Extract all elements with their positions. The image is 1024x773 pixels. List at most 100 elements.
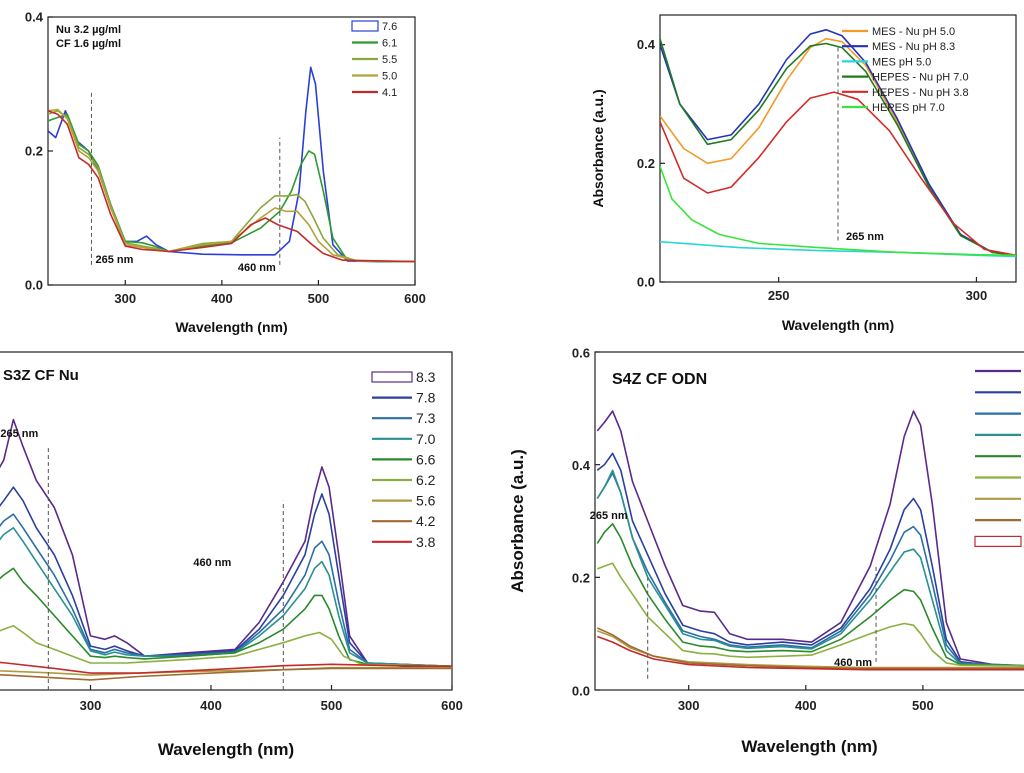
x-axis-label: Wavelength (nm) <box>158 740 294 759</box>
legend-label: 7.0 <box>416 431 436 447</box>
legend-label: 6.6 <box>416 451 436 467</box>
x-tick-label: 300 <box>80 698 102 713</box>
series-line-5-5 <box>48 110 415 263</box>
legend-label: 4.1 <box>382 87 397 99</box>
panel-title: S4Z CF ODN <box>612 371 707 388</box>
y-tick-label: 0.0 <box>637 275 655 290</box>
series-line-4-2 <box>0 667 452 681</box>
legend-label: HEPES - Nu pH 3.8 <box>872 87 969 99</box>
x-axis-label: Wavelength (nm) <box>175 319 287 335</box>
panel-title: S3Z CF Nu <box>3 367 79 384</box>
legend-label: HEPES pH 7.0 <box>872 102 945 114</box>
y-tick-label: 0.2 <box>637 156 655 171</box>
panel-a: 300 400 500 600 0.0 0.2 0.4 Wavelength (nm) 265 … <box>25 10 426 335</box>
panel-c: 300 400 500 600 Wavelength (nm) 265 nm 460 nm S… <box>0 351 463 759</box>
legend-label: 5.0 <box>382 70 397 82</box>
series-group <box>48 66 415 263</box>
legend-label: 7.8 <box>416 390 436 406</box>
series-group <box>596 410 1024 671</box>
series-line-6 <box>596 523 1024 667</box>
plot-frame <box>659 14 1017 283</box>
series-line-5-0 <box>48 108 415 263</box>
x-tick-label: 400 <box>211 291 233 306</box>
y-tick-label: 0.4 <box>637 37 656 52</box>
legend: 987766543 <box>974 369 1022 548</box>
series-line-6-6 <box>0 567 452 668</box>
y-tick-label: 0.2 <box>572 571 590 586</box>
legend-label: 6.1 <box>382 37 397 49</box>
series-group <box>660 29 1016 258</box>
x-tick-label: 300 <box>114 291 136 306</box>
x-tick-label: 600 <box>404 291 426 306</box>
plot-frame <box>47 16 416 286</box>
legend-swatch <box>371 371 413 383</box>
legend-label: 3.8 <box>416 534 436 550</box>
x-tick-label: 600 <box>441 698 463 713</box>
series-line-7 <box>596 469 1024 667</box>
series-line-7-0 <box>0 527 452 668</box>
legend-label: HEPES - Nu pH 7.0 <box>872 72 969 84</box>
series-line-7-3 <box>0 513 452 668</box>
legend-swatch <box>351 20 379 32</box>
x-tick-label: 500 <box>912 698 934 713</box>
panel-b: 250 300 0.0 0.2 0.4 Wavelength (nm) Absorbance… <box>590 14 1017 333</box>
x-axis-label: Wavelength (nm) <box>782 317 894 333</box>
y-tick-label: 0.4 <box>25 10 44 25</box>
y-tick-label: 0.6 <box>572 345 590 360</box>
marker-label: 460 nm <box>193 557 231 569</box>
legend-label: MES - Nu pH 8.3 <box>872 41 955 53</box>
series-line-5 <box>597 630 1024 669</box>
x-tick-label: 500 <box>321 698 343 713</box>
series-line-7-6 <box>48 66 415 263</box>
y-axis-label: Absorbance (a.u.) <box>508 449 527 593</box>
y-tick-label: 0.0 <box>572 683 590 698</box>
legend-label: 5.5 <box>382 54 397 66</box>
legend-label: 5.6 <box>416 493 436 509</box>
marker-label: 460 nm <box>834 657 872 669</box>
legend-label: 4.2 <box>416 513 436 529</box>
series-line-HEPES-pH-7-0 <box>660 166 1016 257</box>
series-line-3 <box>597 635 1024 671</box>
y-tick-label: 0.2 <box>25 144 43 159</box>
y-axis-label: Absorbance (a.u.) <box>590 89 606 207</box>
series-line-8-3 <box>0 418 452 668</box>
marker-label: 265 nm <box>846 231 884 243</box>
series-line-6-1 <box>48 113 415 263</box>
marker-label: 460 nm <box>238 262 276 274</box>
series-line-3-8 <box>0 661 452 674</box>
x-tick-label: 400 <box>795 698 817 713</box>
x-tick-label: 300 <box>678 698 700 713</box>
series-line-8 <box>596 452 1024 667</box>
legend-label: 7.6 <box>382 21 397 33</box>
series-line-4-1 <box>48 110 415 263</box>
marker-label: 265 nm <box>0 428 38 440</box>
legend-label: 8.3 <box>416 369 436 385</box>
concentration-note: Nu 3.2 µg/ml <box>56 24 121 36</box>
x-axis-label: Wavelength (nm) <box>741 737 877 756</box>
marker-label: 265 nm <box>590 510 628 522</box>
series-line-7 <box>596 472 1024 667</box>
y-tick-label: 0.4 <box>572 458 591 473</box>
legend: MES - Nu pH 5.0 MES - Nu pH 8.3 MES pH 5.0… <box>842 26 969 114</box>
legend-label: 6.2 <box>416 472 436 488</box>
x-tick-label: 400 <box>200 698 222 713</box>
x-tick-label: 300 <box>966 288 988 303</box>
series-line-4 <box>596 627 1024 670</box>
series-line-6-2 <box>0 625 452 668</box>
x-tick-label: 500 <box>308 291 330 306</box>
marker-label: 265 nm <box>95 254 133 266</box>
concentration-note: CF 1.6 µg/ml <box>56 38 121 50</box>
legend: 7.6 6.1 5.5 5.0 4.1 <box>351 20 397 99</box>
x-tick-label: 250 <box>768 288 790 303</box>
y-tick-label: 0.0 <box>25 278 43 293</box>
plot-frame <box>594 351 1024 691</box>
legend: 8.3 7.8 7.3 7.0 6.6 6.2 5.6 4.2 3.8 <box>371 369 436 550</box>
legend-label: 7.3 <box>416 410 436 426</box>
series-group <box>0 418 452 681</box>
panel-d: 300 400 500 0.0 0.2 0.4 0.6 Wavelength (nm) Abso… <box>508 345 1024 756</box>
series-line-9 <box>596 410 1024 667</box>
legend-swatch <box>974 535 1022 548</box>
series-line-7-8 <box>0 486 452 668</box>
